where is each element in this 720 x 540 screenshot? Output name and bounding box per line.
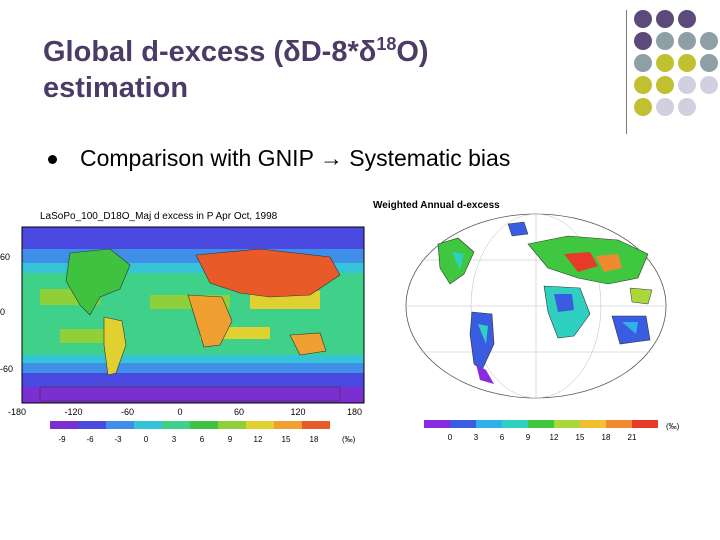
colorbar-swatch (246, 421, 274, 429)
title-part1: Global d-excess (δD-8*δ (43, 36, 377, 68)
colorbar-swatch (606, 420, 632, 428)
lat-tick-label: 60 (0, 252, 10, 262)
colorbar-swatch (190, 421, 218, 429)
colorbar-swatch (134, 421, 162, 429)
right-map-caption: Weighted Annual d-excess (373, 200, 500, 211)
decor-dot (634, 98, 652, 116)
colorbar-tick-label: 9 (228, 435, 233, 444)
decor-dot (700, 54, 718, 72)
decor-dot (634, 32, 652, 50)
colorbar-swatch (302, 421, 330, 429)
colorbar-swatch (502, 420, 528, 428)
decor-dot (656, 32, 674, 50)
colorbar-tick-label: 9 (526, 433, 531, 442)
lat-tick-label: -60 (0, 364, 13, 374)
arrow-right-icon: → (319, 145, 343, 171)
decor-divider (626, 10, 627, 134)
lon-tick-label: -60 (121, 407, 134, 417)
colorbar-unit: (‰) (666, 422, 680, 431)
bullet-dot-icon (48, 155, 57, 164)
colorbar-swatch (106, 421, 134, 429)
colorbar-tick-label: -6 (86, 435, 94, 444)
lat-tick-label: 0 (0, 307, 5, 317)
colorbar-tick-label: 3 (172, 435, 177, 444)
decor-dot (634, 10, 652, 28)
colorbar-swatch (450, 420, 476, 428)
decor-dot (678, 32, 696, 50)
colorbar-swatch (274, 421, 302, 429)
decor-dot (634, 54, 652, 72)
colorbar-unit: (‰) (342, 435, 356, 444)
lon-tick-label: -180 (8, 407, 26, 417)
colorbar-swatch (528, 420, 554, 428)
decor-dot (678, 76, 696, 94)
colorbar-tick-label: 0 (448, 433, 453, 442)
colorbar-tick-label: 6 (200, 435, 205, 444)
bullet-text: Comparison with GNIP → Systematic bias (80, 145, 510, 172)
decor-dot (634, 76, 652, 94)
bullet-main: Comparison with GNIP (80, 145, 314, 171)
slide-title: Global d-excess (δD-8*δ18O) estimation (43, 26, 429, 106)
decor-dot (656, 54, 674, 72)
left-colorbar: -9 -6 -3 0 3 6 9 12 15 18 (‰) (50, 421, 356, 444)
colorbar-tick-label: 18 (602, 433, 611, 442)
decor-dot (656, 10, 674, 28)
left-map-field (21, 226, 365, 404)
colorbar-tick-label: 6 (500, 433, 505, 442)
title-line2: estimation (43, 72, 189, 104)
lon-tick-label: 0 (178, 407, 183, 417)
left-lat-labels: 60 0 -60 (0, 252, 13, 374)
lon-tick-label: -120 (65, 407, 83, 417)
colorbar-tick-label: 12 (550, 433, 559, 442)
decor-dot (700, 76, 718, 94)
colorbar-swatch (580, 420, 606, 428)
decor-dot (678, 10, 696, 28)
left-map-caption: LaSoPo_100_D18O_Maj d excess in P Apr Oc… (40, 211, 278, 222)
colorbar-tick-label: 3 (474, 433, 479, 442)
colorbar-swatch (476, 420, 502, 428)
left-model-map: LaSoPo_100_D18O_Maj d excess in P Apr Oc… (0, 211, 365, 444)
colorbar-swatch (50, 421, 78, 429)
colorbar-tick-label: 15 (282, 435, 291, 444)
colorbar-swatch (218, 421, 246, 429)
colorbar-swatch (424, 420, 450, 428)
colorbar-swatch (162, 421, 190, 429)
title-part2: O) (396, 36, 429, 68)
decor-dot (700, 32, 718, 50)
decor-dot (678, 54, 696, 72)
lon-tick-label: 60 (234, 407, 244, 417)
colorbar-swatch (632, 420, 658, 428)
right-map-field (405, 213, 667, 399)
decor-dot (678, 98, 696, 116)
decor-dot (656, 98, 674, 116)
colorbar-tick-label: 0 (144, 435, 149, 444)
colorbar-swatch (78, 421, 106, 429)
right-gnip-map: Weighted Annual d-excess 0 3 6 9 12 15 18 21 (‰) (373, 200, 680, 442)
colorbar-tick-label: 18 (310, 435, 319, 444)
lon-tick-label: 120 (291, 407, 306, 417)
right-colorbar: 0 3 6 9 12 15 18 21 (‰) (424, 420, 680, 442)
title-superscript: 18 (376, 34, 397, 54)
colorbar-tick-label: -9 (58, 435, 66, 444)
lon-tick-label: 180 (347, 407, 362, 417)
colorbar-tick-label: 15 (576, 433, 585, 442)
colorbar-tick-label: 21 (628, 433, 637, 442)
bullet-tail: Systematic bias (349, 145, 511, 171)
decor-dot (656, 76, 674, 94)
colorbar-swatch (554, 420, 580, 428)
left-lon-labels: -180 -120 -60 0 60 120 180 (8, 407, 362, 417)
colorbar-tick-label: -3 (114, 435, 122, 444)
colorbar-tick-label: 12 (254, 435, 263, 444)
